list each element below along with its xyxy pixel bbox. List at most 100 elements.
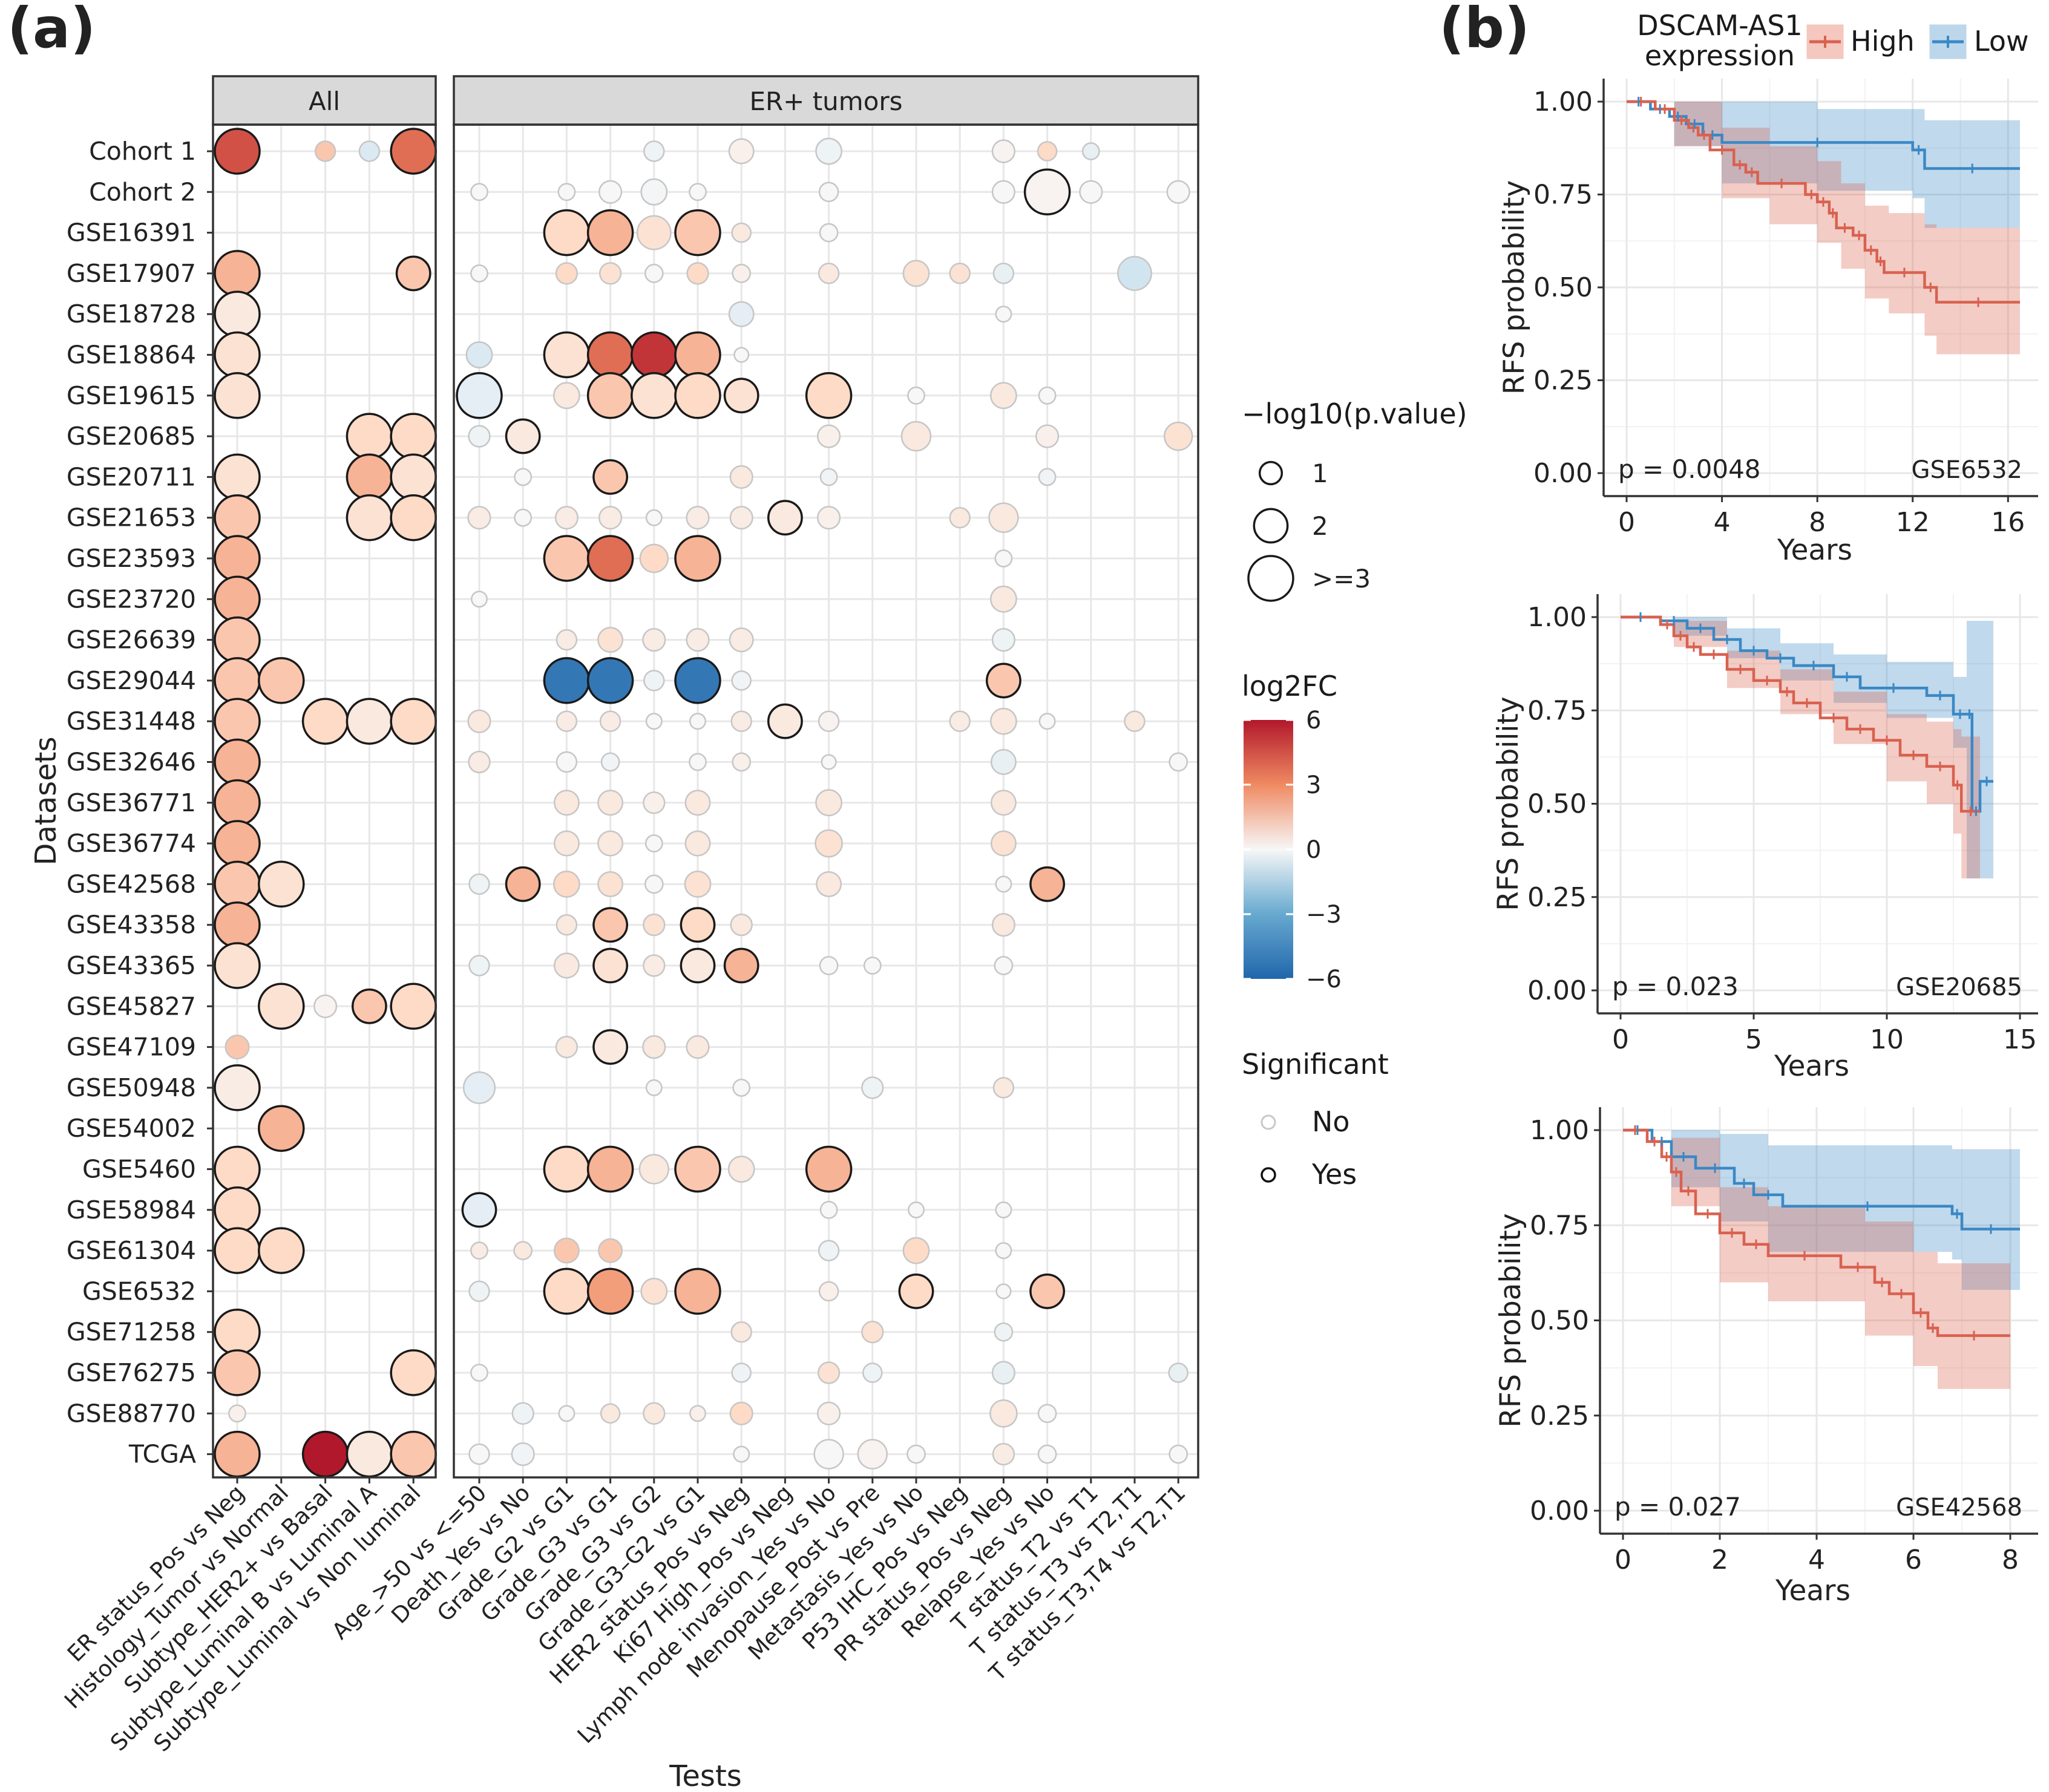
bubble-gse18728-pr-status-pos-vs-neg — [995, 306, 1012, 323]
bubble-gse5460-grade-g2-vs-g1 — [543, 1145, 591, 1193]
bubble-cohort-2-pr-status-pos-vs-neg — [991, 180, 1015, 204]
survival-curve-high — [1621, 615, 1980, 813]
bubble-gse16391-grade-g2-vs-g1 — [543, 209, 591, 257]
bubble-gse20711-grade-g3-vs-g1 — [592, 459, 629, 495]
km-dataset-label: GSE42568 — [1896, 1494, 2022, 1522]
color-tick-label: 3 — [1306, 771, 1321, 799]
km-x-tick-label: 4 — [1808, 1545, 1825, 1575]
facet-frame — [212, 123, 437, 1479]
bubble-gse61304-pr-status-pos-vs-neg — [995, 1242, 1012, 1260]
km-x-tick-label: 8 — [2002, 1545, 2019, 1575]
bubble-gse42568-death-yes-vs-no — [505, 866, 541, 902]
bubble-cohort-1-t-status-t2-vs-t1 — [1081, 142, 1100, 160]
bubble-gse16391-grade-g3-vs-g2 — [636, 215, 672, 250]
sig-legend-yes-symbol — [1261, 1167, 1276, 1183]
km-x-tick-label: 12 — [1896, 507, 1930, 538]
bubble-gse58984-metastasis-yes-vs-no — [908, 1201, 925, 1218]
bubble-gse36774-grade-g3-g2-vs-g1 — [684, 830, 711, 857]
bubble-cohort-1-subtype-her2-vs-basal — [314, 140, 336, 162]
bubble-gse16391-grade-g3-vs-g1 — [586, 209, 634, 257]
color-tick-label: −6 — [1306, 966, 1342, 993]
bubble-cohort-2-lymph-node-invasion-yes-vs-no — [818, 181, 839, 203]
bubble-gse31448-subtype-luminal-b-vs-luminal-a — [346, 698, 393, 745]
bubble-gse32646-pr-status-pos-vs-neg — [990, 749, 1017, 775]
bubble-gse21653-lymph-node-invasion-yes-vs-no — [817, 506, 841, 530]
bubble-gse31448-grade-g3-g2-vs-g1 — [689, 713, 706, 730]
bubble-gse88770-grade-g2-vs-g1 — [558, 1405, 575, 1422]
size-legend-label-3: >=3 — [1312, 564, 1371, 594]
bubble-gse43365-lymph-node-invasion-yes-vs-no — [819, 956, 839, 975]
km-dataset-label: GSE6532 — [1912, 456, 2022, 484]
bubble-gse42568-er-status-pos-vs-neg — [214, 860, 261, 908]
bubble-tcga-death-yes-vs-no — [511, 1442, 535, 1467]
bubble-tcga-pr-status-pos-vs-neg — [992, 1442, 1015, 1466]
bubble-gse18864-grade-g3-g2-vs-g1 — [674, 331, 721, 379]
bubble-gse76275-lymph-node-invasion-yes-vs-no — [817, 1361, 841, 1384]
km-y-tick-label: 1.00 — [1530, 1115, 1589, 1146]
bubble-gse50948-age-50-vs-50 — [462, 1071, 496, 1104]
bubble-gse43365-pr-status-pos-vs-neg — [994, 956, 1014, 975]
bubble-gse71258-pr-status-pos-vs-neg — [994, 1322, 1014, 1342]
bubble-gse47109-grade-g3-vs-g1 — [592, 1029, 629, 1065]
km-x-tick-label: 6 — [1905, 1545, 1922, 1575]
dataset-label-gse88770: GSE88770 — [67, 1399, 196, 1428]
bubble-tcga-subtype-her2-vs-basal — [301, 1430, 349, 1478]
bubble-gse20685-lymph-node-invasion-yes-vs-no — [817, 424, 841, 448]
bubble-gse76275-er-status-pos-vs-neg — [214, 1349, 261, 1396]
bubble-gse5460-grade-g3-vs-g1 — [586, 1145, 634, 1193]
bubble-gse20685-subtype-luminal-vs-non-luminal — [390, 413, 437, 460]
bubble-gse45827-histology-tumor-vs-normal — [258, 983, 305, 1030]
color-tick-label: −3 — [1306, 901, 1342, 929]
bubble-gse43358-pr-status-pos-vs-neg — [991, 913, 1015, 937]
km-y-tick-label: 0.00 — [1530, 1496, 1589, 1526]
bubble-gse17907-er-status-pos-vs-neg — [214, 250, 261, 297]
bubble-gse20711-death-yes-vs-no — [514, 468, 533, 486]
size-legend-circle-2 — [1253, 508, 1289, 544]
size-legend-items: 1 2 >=3 — [1247, 459, 1371, 602]
bubble-cohort-1-er-status-pos-vs-neg — [214, 128, 261, 175]
bubble-gse20711-er-status-pos-vs-neg — [214, 453, 261, 501]
bubble-gse23593-grade-g3-vs-g2 — [639, 543, 669, 574]
bubble-gse43358-grade-g3-g2-vs-g1 — [680, 907, 716, 943]
size-legend-label-1: 1 — [1312, 459, 1328, 488]
bubble-gse29044-er-status-pos-vs-neg — [214, 657, 261, 704]
bubble-legends: −log10(p.value) 1 2 >=3 log2FC 6 3 0 −3 −6 Sig… — [1242, 397, 1467, 1191]
bubble-gse61304-metastasis-yes-vs-no — [902, 1237, 930, 1264]
bubble-gse20685-death-yes-vs-no — [505, 418, 541, 454]
km-x-tick-label: 5 — [1745, 1024, 1762, 1055]
km-legend-high-label: High — [1851, 25, 1915, 57]
bubble-gse6532-pr-status-pos-vs-neg — [995, 1283, 1012, 1300]
bubble-gse42568-pr-status-pos-vs-neg — [995, 875, 1012, 893]
bubble-gse21653-ki67-high-pos-vs-neg — [767, 500, 803, 536]
bubble-gse19615-lymph-node-invasion-yes-vs-no — [805, 372, 853, 419]
bubble-gse32646-grade-g3-vs-g1 — [600, 752, 620, 772]
bubble-gse31448-t-status-t3-vs-t2-t1 — [1124, 710, 1146, 732]
bubble-gse17907-subtype-luminal-vs-non-luminal — [395, 255, 431, 292]
bubble-gse6532-age-50-vs-50 — [468, 1280, 490, 1303]
bubble-gse36774-lymph-node-invasion-yes-vs-no — [815, 829, 843, 858]
bubble-gse32646-er-status-pos-vs-neg — [214, 738, 261, 786]
bubble-gse21653-grade-g3-vs-g1 — [598, 506, 623, 530]
dataset-label-gse36774: GSE36774 — [67, 829, 196, 858]
bubble-gse88770-relapse-yes-vs-no — [1037, 1404, 1057, 1424]
dataset-label-cohort-2: Cohort 2 — [89, 177, 196, 206]
bubble-gse54002-histology-tumor-vs-normal — [258, 1105, 305, 1152]
bubble-cohort-1-relapse-yes-vs-no — [1037, 141, 1058, 162]
km-panels: 0.00 0.25 0.50 0.75 1.00 0 4 8 12 16 Years RFS prob… — [1492, 79, 2038, 1607]
bubble-gse50948-menopause-post-vs-pre — [861, 1076, 884, 1099]
bubble-gse43358-er-status-pos-vs-neg — [214, 901, 261, 949]
bubble-gse26639-er-status-pos-vs-neg — [214, 616, 261, 664]
bubble-cohort-2-t-status-t3-t4-vs-t2-t1 — [1166, 180, 1190, 204]
dataset-label-gse18864: GSE18864 — [67, 341, 196, 370]
bubble-gse23593-grade-g3-g2-vs-g1 — [674, 535, 721, 582]
bubble-gse23720-er-status-pos-vs-neg — [214, 575, 261, 623]
panel-label-a: (a) — [7, 0, 96, 60]
bubble-gse20711-lymph-node-invasion-yes-vs-no — [819, 468, 838, 486]
ci-band-low — [1621, 617, 1993, 878]
dataset-label-cohort-1: Cohort 1 — [89, 137, 196, 166]
bubble-gse31448-age-50-vs-50 — [467, 709, 491, 733]
bubble-gse26639-her2-status-pos-vs-neg — [729, 627, 754, 653]
bubble-gse36771-lymph-node-invasion-yes-vs-no — [815, 789, 842, 817]
bubble-gse23593-grade-g3-vs-g1 — [586, 535, 634, 582]
bubble-gse43365-er-status-pos-vs-neg — [214, 942, 261, 989]
